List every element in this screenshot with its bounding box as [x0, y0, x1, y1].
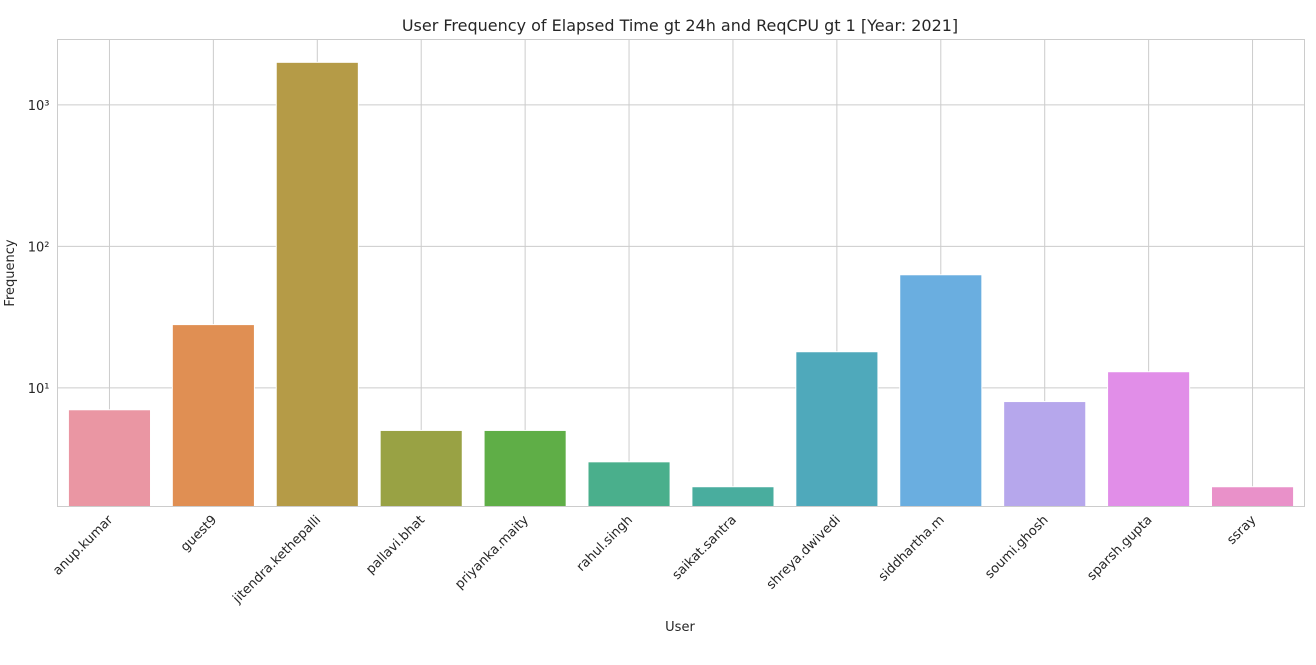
bar-pallavi.bhat	[379, 429, 463, 508]
plot-frame	[57, 39, 1305, 507]
x-tick-label: priyanka.maity	[452, 513, 532, 593]
bars	[67, 61, 1295, 508]
x-axis-label: User	[665, 620, 695, 635]
x-tick-label: jitendra.kethepalli	[230, 513, 325, 608]
bar-anup.kumar	[67, 409, 152, 507]
bar-siddhartha.m	[899, 274, 983, 507]
bar-guest9	[171, 324, 255, 507]
grid-lines	[57, 39, 1305, 507]
bar-sparsh.gupta	[1107, 371, 1191, 507]
x-tick-label: saikat.santra	[670, 513, 740, 583]
chart-title: User Frequency of Elapsed Time gt 24h an…	[402, 16, 958, 35]
y-axis-label: Frequency	[3, 239, 18, 306]
bar-ssray	[1210, 486, 1295, 508]
y-tick-label: 10³	[28, 99, 50, 114]
bar-shreya.dwivedi	[795, 351, 879, 507]
x-tick-label: sparsh.gupta	[1085, 513, 1156, 584]
x-tick-label: guest9	[178, 513, 220, 555]
bar-priyanka.maity	[483, 429, 567, 508]
bar-soumi.ghosh	[1003, 401, 1087, 507]
x-tick-label: soumi.ghosh	[982, 513, 1051, 582]
x-tick-label: pallavi.bhat	[363, 513, 428, 578]
x-tick-labels: anup.kumar guest9 jitendra.kethepalli palla…	[50, 512, 1259, 607]
y-tick-label: 10¹	[28, 382, 50, 397]
bar-jitendra.kethepalli	[275, 61, 359, 508]
x-tick-label: siddhartha.m	[876, 513, 948, 585]
x-tick-label: shreya.dwivedi	[764, 513, 844, 593]
x-tick-label: anup.kumar	[50, 512, 116, 578]
x-tick-label: ssray	[1224, 513, 1259, 548]
bar-saikat.santra	[691, 486, 775, 508]
bar-rahul.singh	[587, 461, 671, 508]
y-tick-labels: 10¹ 10² 10³	[28, 99, 50, 397]
x-tick-label: rahul.singh	[574, 513, 636, 575]
y-tick-label: 10²	[28, 240, 50, 255]
